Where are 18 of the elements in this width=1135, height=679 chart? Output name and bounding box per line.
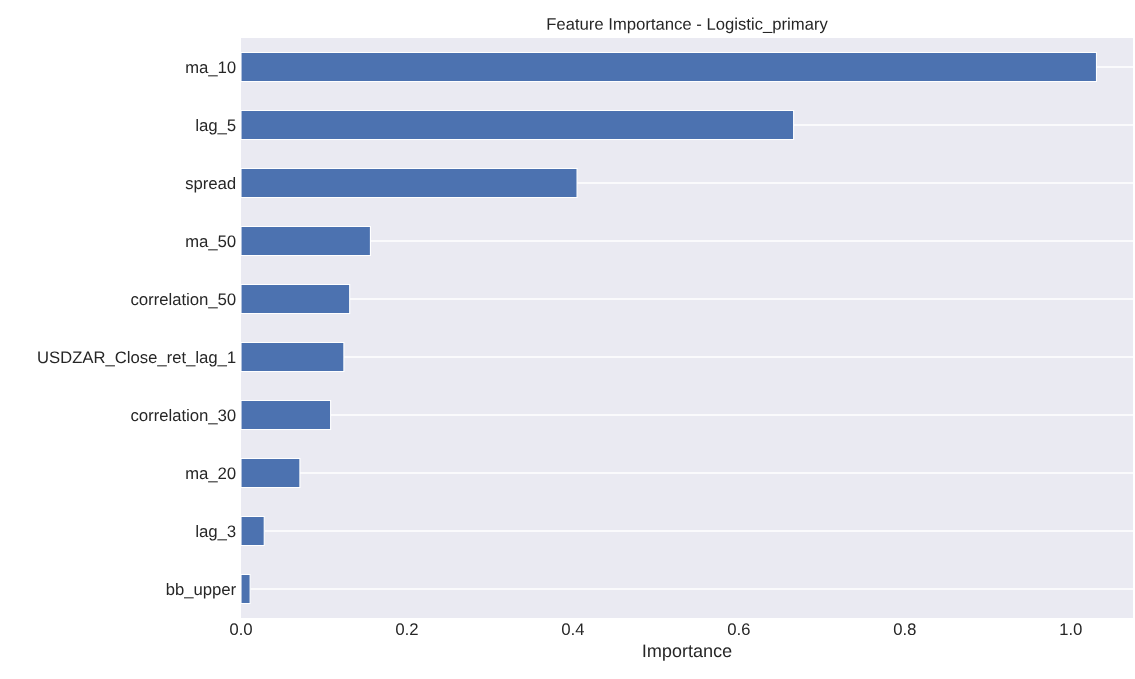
x-tick-label: 0.0: [230, 623, 252, 636]
y-tick-label: USDZAR_Close_ret_lag_1: [38, 350, 236, 367]
y-tick-label: correlation_30: [131, 408, 236, 425]
y-tick-label: ma_50: [186, 235, 236, 251]
y-tick-label: spread: [185, 176, 236, 193]
x-tick-label: 1.0: [1060, 623, 1082, 636]
x-axis-title: Importance: [643, 644, 732, 661]
x-tick-label: 0.6: [727, 623, 750, 636]
chart-title: Feature Importance - Logistic_primary: [547, 17, 828, 34]
y-tick-label: lag_5: [196, 118, 236, 135]
y-tick-label: ma_20: [186, 467, 236, 483]
y-tick-label: bb_upper: [166, 582, 236, 599]
y-tick-label: correlation_50: [131, 292, 236, 309]
x-tick-label: 0.4: [561, 623, 584, 636]
x-tick-label: 0.2: [396, 623, 418, 636]
y-tick-label: ma_10: [186, 61, 236, 77]
x-tick-label: 0.8: [893, 623, 916, 636]
y-tick-label: lag_3: [196, 524, 236, 541]
